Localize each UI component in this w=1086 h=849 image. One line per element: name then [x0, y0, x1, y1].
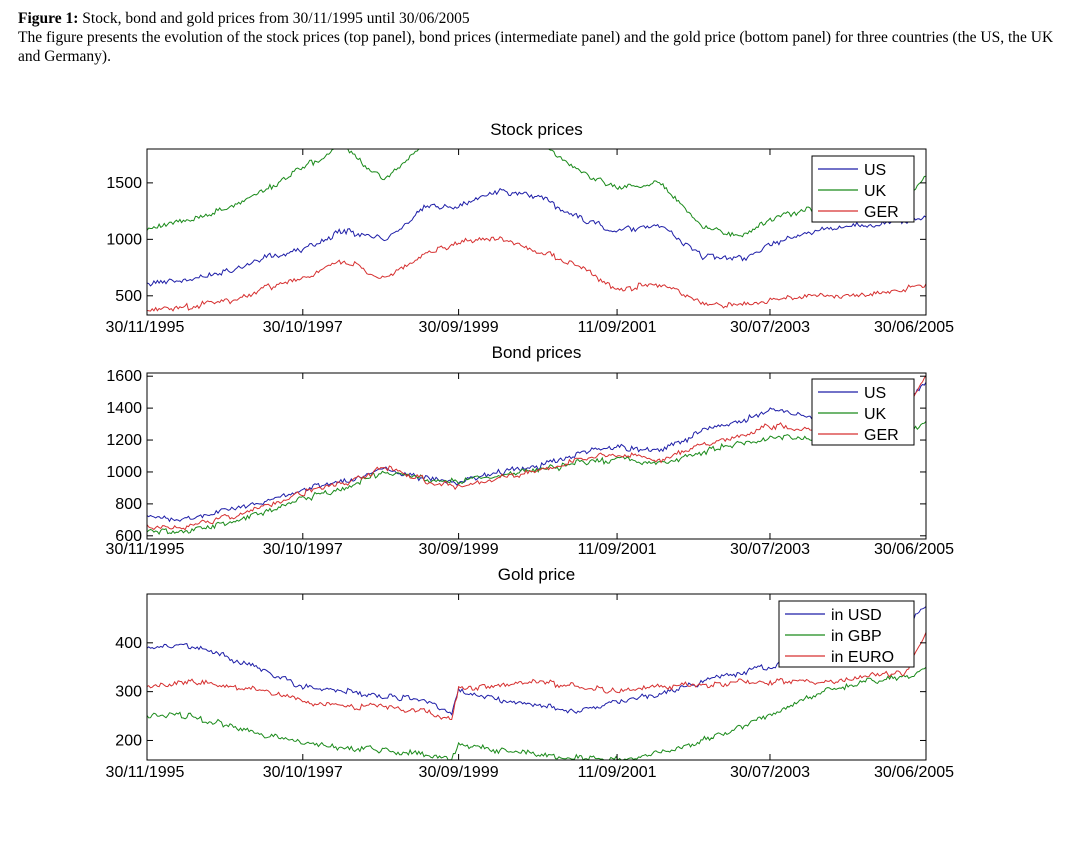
x-tick-label: 11/09/2001	[578, 764, 657, 781]
y-tick-label: 600	[115, 528, 142, 545]
y-tick-label: 1000	[106, 231, 142, 248]
y-tick-label: 1500	[106, 175, 142, 192]
series-line-in-euro	[146, 632, 927, 721]
legend-label: in GBP	[831, 628, 882, 645]
chart-panel-2: Bond prices 30/11/1995 30/10/1997 30/09/199…	[106, 343, 955, 558]
x-tick-label: 30/10/1997	[263, 319, 343, 336]
legend-box	[811, 155, 915, 223]
x-tick-label: 30/11/1995	[106, 764, 185, 781]
x-tick-label: 30/09/1999	[419, 764, 499, 781]
series-line-in-gbp	[146, 666, 927, 761]
plot-frame	[146, 372, 927, 540]
legend-label: GER	[864, 427, 899, 444]
x-tick-label: 30/07/2003	[730, 764, 810, 781]
x-tick-label: 11/09/2001	[578, 541, 657, 558]
x-tick-label: 30/06/2005	[874, 319, 954, 336]
series-line-ger	[146, 236, 927, 312]
x-tick-label: 30/11/1995	[106, 541, 185, 558]
x-tick-label: 30/07/2003	[730, 541, 810, 558]
y-tick-label: 300	[115, 684, 142, 701]
figure-label: Figure 1:	[18, 10, 79, 27]
chart-panel-3: Gold price 30/11/1995 30/10/1997 30/09/1999…	[106, 565, 955, 781]
y-tick-label: 500	[115, 288, 142, 305]
y-tick-label: 1200	[106, 432, 142, 449]
x-tick-label: 30/06/2005	[874, 541, 954, 558]
legend-box	[811, 378, 915, 446]
chart-legend: in USD in GBP in EURO	[778, 600, 915, 668]
chart-title: Bond prices	[492, 343, 582, 362]
legend-label: GER	[864, 204, 899, 221]
chart-legend: US UK GER	[811, 155, 915, 223]
series-line-uk	[146, 148, 927, 238]
chart-panel-1: Stock prices 30/11/1995 30/10/1997 30/09/19…	[106, 120, 955, 336]
x-tick-label: 30/11/1995	[106, 319, 185, 336]
legend-label: UK	[864, 406, 887, 423]
x-tick-label: 30/07/2003	[730, 319, 810, 336]
x-tick-label: 30/10/1997	[263, 541, 343, 558]
legend-label: in USD	[831, 607, 882, 624]
legend-label: US	[864, 385, 886, 402]
x-tick-label: 30/09/1999	[419, 541, 499, 558]
legend-label: in EURO	[831, 649, 894, 666]
x-tick-label: 30/09/1999	[419, 319, 499, 336]
y-tick-label: 1600	[106, 368, 142, 385]
y-tick-label: 1000	[106, 464, 142, 481]
chart-title: Gold price	[498, 565, 575, 584]
plot-frame	[146, 148, 927, 316]
figure-caption: Figure 1: Stock, bond and gold prices fr…	[18, 9, 1078, 66]
x-tick-label: 30/06/2005	[874, 764, 954, 781]
x-tick-label: 30/10/1997	[263, 764, 343, 781]
y-tick-label: 200	[115, 732, 142, 749]
y-tick-label: 400	[115, 635, 142, 652]
y-tick-label: 800	[115, 496, 142, 513]
chart-title: Stock prices	[490, 120, 583, 139]
x-tick-label: 11/09/2001	[578, 319, 657, 336]
figure-description: The figure presents the evolution of the…	[18, 29, 1054, 65]
legend-label: UK	[864, 183, 887, 200]
series-line-uk	[146, 420, 927, 535]
figure-title: Stock, bond and gold prices from 30/11/1…	[82, 10, 470, 27]
chart-legend: US UK GER	[811, 378, 915, 446]
caption-title-line: Figure 1: Stock, bond and gold prices fr…	[18, 9, 1078, 28]
series-line-us	[146, 187, 927, 287]
plot-frame	[146, 593, 927, 761]
series-line-ger	[146, 375, 927, 531]
legend-label: US	[864, 162, 886, 179]
y-tick-label: 1400	[106, 400, 142, 417]
series-line-us	[146, 381, 927, 523]
